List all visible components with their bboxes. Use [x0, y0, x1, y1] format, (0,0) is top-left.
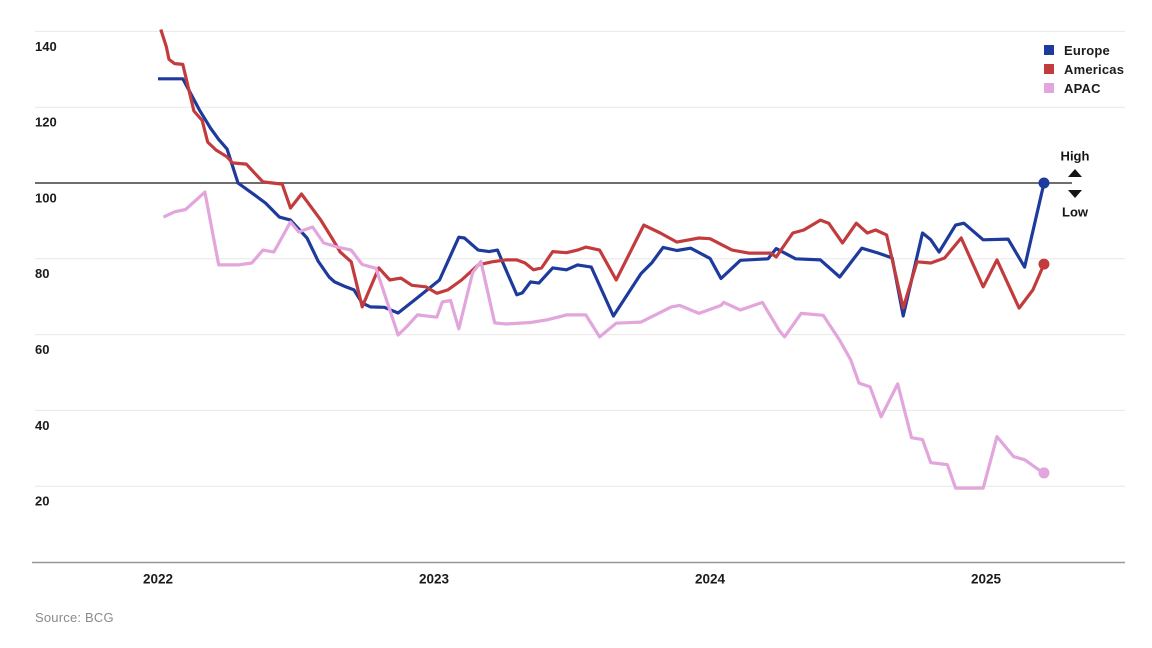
triangle-up-icon: [1068, 169, 1082, 177]
endpoint-dot-americas: [1038, 258, 1050, 270]
x-axis-tick-label: 2023: [419, 572, 450, 587]
x-axis-tick-label: 2022: [143, 572, 173, 587]
series-line-apac: [162, 190, 1045, 490]
high-label: High: [1060, 148, 1090, 164]
endpoint-dot-europe: [1038, 177, 1050, 189]
y-axis-tick-label: 20: [35, 494, 49, 509]
apac-swatch-icon: [1044, 83, 1054, 93]
x-axis-tick-label: 2025: [971, 572, 1002, 587]
legend-label: Americas: [1064, 61, 1125, 77]
europe-swatch-icon: [1044, 45, 1054, 55]
y-axis-tick-label: 100: [35, 190, 57, 205]
americas-swatch-icon: [1044, 64, 1054, 74]
source-note: Source: BCG: [35, 610, 114, 625]
low-label: Low: [1062, 204, 1088, 220]
series-line-europe: [158, 77, 1046, 318]
x-axis-tick-label: 2024: [695, 572, 726, 587]
legend: Europe Americas APAC: [1044, 42, 1125, 96]
y-axis-tick-label: 120: [35, 115, 57, 130]
y-axis-tick-label: 140: [35, 39, 57, 54]
y-axis-tick-label: 40: [35, 418, 49, 433]
triangle-down-icon: [1068, 190, 1082, 198]
y-axis-tick-label: 60: [35, 342, 49, 357]
y-axis-tick-label: 80: [35, 266, 49, 281]
legend-item-apac: APAC: [1044, 80, 1124, 96]
legend-label: Europe: [1064, 42, 1110, 58]
legend-item-americas: Americas: [1044, 61, 1125, 77]
legend-label: APAC: [1064, 80, 1101, 96]
legend-item-europe: Europe: [1044, 42, 1124, 58]
series-line-americas: [159, 29, 1046, 310]
endpoint-dot-apac: [1038, 467, 1050, 479]
